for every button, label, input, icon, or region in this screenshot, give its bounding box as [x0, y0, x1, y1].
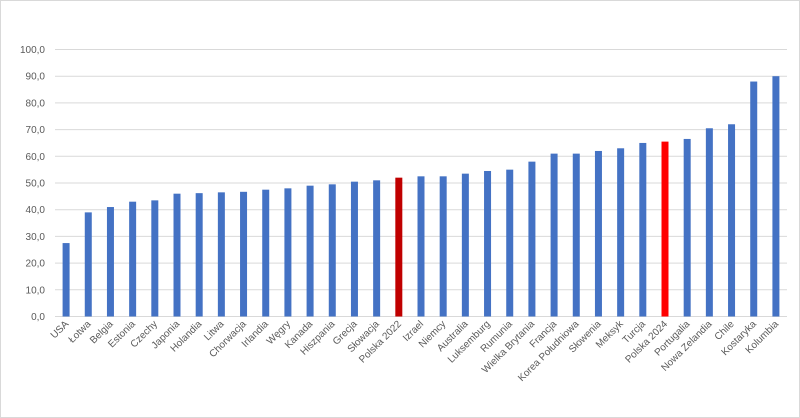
bar-australia	[461, 173, 469, 317]
bar-węgry	[284, 188, 292, 317]
bar-usa	[62, 243, 70, 317]
bar-kostaryka	[750, 81, 758, 317]
bar-belgia	[106, 207, 114, 317]
y-tick-label: 70,0	[26, 125, 46, 136]
bar-kanada	[306, 185, 314, 317]
bar-meksyk	[617, 148, 625, 317]
bar-turcja	[639, 142, 647, 317]
y-tick-label: 0,0	[31, 312, 45, 323]
bar-japonia	[173, 193, 181, 317]
bar-czechy	[151, 200, 159, 317]
bar-niemcy	[439, 176, 447, 317]
y-tick-label: 40,0	[26, 205, 46, 216]
bar-polska-2024	[661, 141, 669, 317]
bar-nowa-zelandia	[705, 128, 713, 317]
bar-chile	[728, 124, 736, 317]
bar-korea-południowa	[572, 153, 580, 317]
y-axis-tick-labels: 0,0 10,0 20,0 30,0 40,0 50,0 60,0 70,0 80,0 90,0 1…	[20, 45, 45, 323]
bars	[62, 76, 780, 317]
bar-łotwa	[84, 212, 92, 317]
bar-estonia	[129, 201, 137, 317]
bar-kolumbia	[772, 76, 780, 317]
y-tick-label: 100,0	[20, 45, 45, 56]
bar-irlandia	[262, 189, 270, 317]
bar-grecja	[350, 181, 358, 317]
x-axis-category-labels: USAŁotwaBelgiaEstoniaCzechyJaponiaHoland…	[49, 318, 781, 384]
bar-słowenia	[594, 150, 602, 317]
bar-portugalia	[683, 138, 691, 317]
bar-wielka-brytania	[528, 161, 536, 317]
bar-litwa	[217, 192, 225, 317]
bar-polska-2022	[395, 177, 403, 317]
bar-chorwacja	[240, 191, 248, 317]
y-tick-label: 30,0	[26, 232, 46, 243]
bar-słowacja	[373, 180, 381, 317]
y-tick-label: 20,0	[26, 259, 46, 270]
y-tick-label: 60,0	[26, 152, 46, 163]
y-tick-label: 10,0	[26, 285, 46, 296]
bar-luksemburg	[484, 170, 492, 317]
bar-francja	[550, 153, 558, 317]
y-tick-label: 50,0	[26, 179, 46, 190]
y-tick-label: 90,0	[26, 72, 46, 83]
bar-rumunia	[506, 169, 514, 317]
bar-izrael	[417, 176, 425, 317]
bar-holandia	[195, 193, 203, 317]
y-tick-label: 80,0	[26, 98, 46, 109]
x-tick-label: Łotwa	[67, 319, 94, 346]
bar-hiszpania	[328, 184, 336, 317]
